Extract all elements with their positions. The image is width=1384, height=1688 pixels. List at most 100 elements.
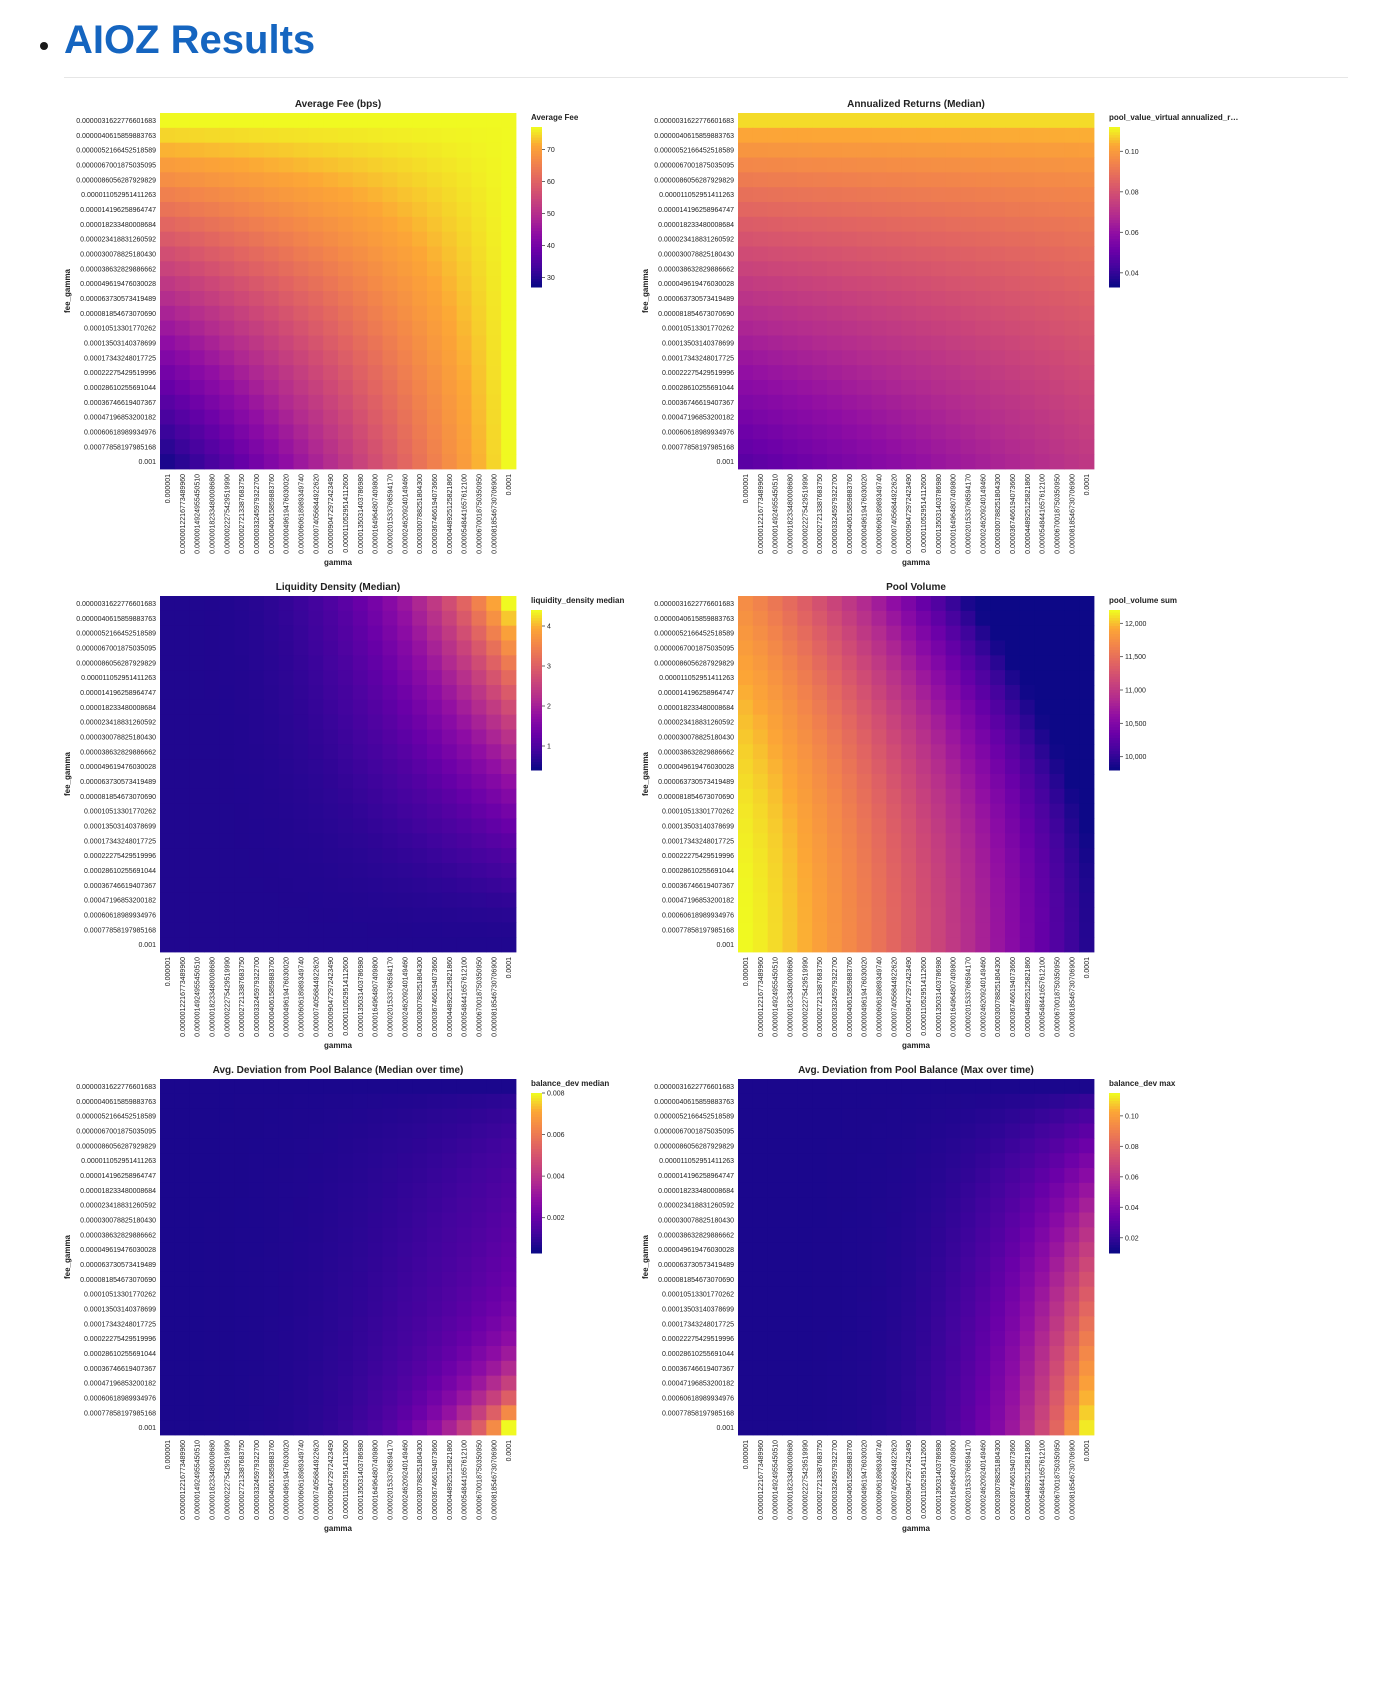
heatmap-cell [174, 1301, 191, 1317]
heatmap-cell [456, 1153, 472, 1169]
heatmap-cell [189, 848, 205, 864]
heatmap-cell [412, 788, 428, 805]
heatmap-cell [1034, 291, 1050, 307]
heatmap-cell [308, 365, 324, 381]
colorbar-segment [1109, 626, 1120, 630]
heatmap-cell [856, 744, 872, 760]
heatmap-cell [871, 1286, 887, 1302]
heatmap-cell [767, 1390, 783, 1406]
heatmap-cell [871, 774, 887, 790]
heatmap-cell [960, 1257, 976, 1273]
heatmap-cell [456, 320, 472, 336]
heatmap-cell [204, 1286, 220, 1302]
heatmap-cell [352, 335, 369, 351]
colorbar-title: Average Fee [531, 113, 579, 122]
heatmap-cell [1019, 1271, 1036, 1288]
heatmap-cell [263, 1168, 280, 1184]
heatmap-cell [456, 759, 472, 775]
x-tick-label: 0.0001 [506, 957, 513, 979]
colorbar-segment [531, 175, 542, 179]
heatmap-cell [886, 157, 902, 173]
heatmap-cell [338, 142, 354, 158]
heatmap-cell [219, 1360, 235, 1377]
colorbar-segment [531, 740, 542, 744]
heatmap-cell [486, 1093, 502, 1110]
heatmap-cell [174, 231, 191, 247]
heatmap-cell [412, 320, 428, 336]
heatmap-cell [471, 1301, 487, 1317]
heatmap-cell [871, 1346, 887, 1362]
heatmap-cell [1019, 1286, 1036, 1302]
heatmap-cell [1034, 670, 1050, 686]
heatmap-cell [174, 1123, 191, 1139]
heatmap-cell [1034, 202, 1050, 218]
y-tick-label: 0.00060618989934976 [662, 429, 734, 436]
heatmap-cell [812, 1123, 828, 1139]
colorbar-segment [1109, 1245, 1120, 1249]
heatmap-cell [782, 1227, 798, 1243]
heatmap-cell [738, 1123, 754, 1139]
heatmap-cell [249, 818, 265, 834]
heatmap-cell [1049, 818, 1065, 834]
heatmap-cell [901, 394, 917, 411]
colorbar-segment [1109, 1138, 1120, 1142]
heatmap-cell [219, 1242, 235, 1258]
heatmap-cell [234, 320, 250, 336]
x-tick-label: 0.0000548441657612100 [462, 474, 469, 554]
heatmap-cell [856, 1182, 872, 1199]
heatmap-cell [397, 1108, 413, 1124]
heatmap-cell [189, 261, 205, 277]
heatmap-cell [812, 1331, 828, 1347]
heatmap-cell [827, 1375, 843, 1391]
heatmap-cell [916, 216, 932, 233]
colorbar-segment [531, 1122, 542, 1126]
y-tick-label: 0.000014196258964747 [658, 690, 734, 697]
heatmap-cell [456, 424, 472, 440]
heatmap-cell [397, 596, 413, 612]
heatmap-cell [990, 640, 1006, 656]
heatmap-cell [797, 1286, 813, 1302]
heatmap-cell [338, 788, 354, 805]
heatmap-cell [204, 113, 220, 129]
heatmap-cell [382, 365, 398, 381]
heatmap-cell [249, 1227, 265, 1243]
x-tick-label: 0.0000014924955450510 [773, 474, 780, 554]
heatmap-cell [1034, 1331, 1050, 1347]
heatmap-annualized-returns: Annualized Returns (Median)0.00000316227… [641, 99, 1238, 567]
heatmap-cell [782, 1301, 798, 1317]
colorbar-segment [531, 623, 542, 627]
heatmap-cell [1064, 833, 1080, 849]
heatmap-cell [1019, 231, 1036, 247]
y-tick-label: 0.0000040615859883763 [76, 133, 156, 140]
y-tick-label: 0.00017343248017725 [84, 838, 156, 845]
heatmap-cell [767, 172, 783, 188]
heatmap-cell [975, 1138, 991, 1154]
heatmap-cell [916, 596, 932, 612]
heatmap-cell [263, 276, 280, 292]
heatmap-cell [841, 907, 858, 923]
colorbar-segment [1109, 276, 1120, 280]
heatmap-cell [1079, 409, 1095, 425]
heatmap-cell [412, 113, 428, 129]
heatmap-cell [1005, 1212, 1021, 1228]
colorbar-segment [531, 164, 542, 168]
heatmap-cell [1079, 1286, 1095, 1302]
heatmap-cell [412, 714, 428, 730]
heatmap-cell [1049, 1212, 1065, 1228]
colorbar-segment [531, 247, 542, 251]
heatmap-cell [930, 172, 947, 188]
heatmap-cell [456, 350, 472, 366]
heatmap-cell [886, 1257, 902, 1273]
heatmap-cell [782, 818, 798, 834]
heatmap-cell [456, 1301, 472, 1317]
heatmap-cell [1064, 1257, 1080, 1273]
heatmap-cell [456, 380, 472, 396]
heatmap-cell [871, 744, 887, 760]
heatmap-cell [812, 625, 828, 641]
heatmap-cell [234, 439, 250, 455]
heatmap-cell [812, 1405, 828, 1421]
heatmap-cell [412, 774, 428, 790]
heatmap-cell [1005, 394, 1021, 411]
heatmap-cell [738, 1138, 754, 1154]
heatmap-cell [782, 350, 798, 366]
